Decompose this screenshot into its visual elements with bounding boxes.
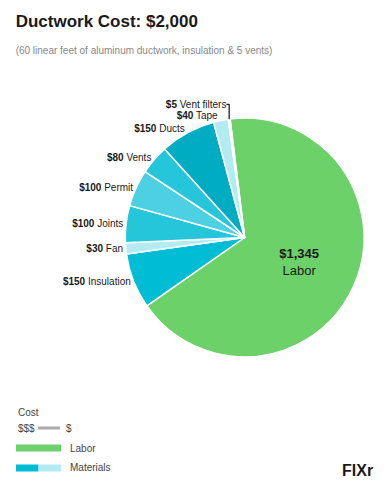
- svg-text:FIXr: FIXr: [342, 462, 373, 479]
- svg-text:Ductwork Cost: $2,000: Ductwork Cost: $2,000: [16, 12, 198, 31]
- svg-text:$40 Tape: $40 Tape: [177, 110, 218, 121]
- svg-text:$1,345Labor: $1,345Labor: [279, 246, 319, 278]
- svg-text:$100 Joints: $100 Joints: [72, 218, 123, 229]
- svg-text:$30 Fan: $30 Fan: [86, 243, 123, 254]
- svg-text:$100 Permit: $100 Permit: [79, 182, 133, 193]
- svg-text:$150 Insulation: $150 Insulation: [63, 276, 131, 287]
- svg-text:Cost: Cost: [18, 407, 39, 418]
- svg-text:Materials: Materials: [70, 462, 111, 473]
- svg-text:$5 Vent filters: $5 Vent filters: [166, 99, 227, 110]
- svg-text:(60 linear feet of aluminum du: (60 linear feet of aluminum ductwork, in…: [16, 45, 273, 56]
- svg-text:Labor: Labor: [70, 443, 96, 454]
- svg-text:$: $: [66, 423, 72, 434]
- svg-text:$150 Ducts: $150 Ducts: [134, 123, 185, 134]
- svg-text:$80 Vents: $80 Vents: [107, 152, 152, 163]
- svg-text:$$$: $$$: [18, 423, 35, 434]
